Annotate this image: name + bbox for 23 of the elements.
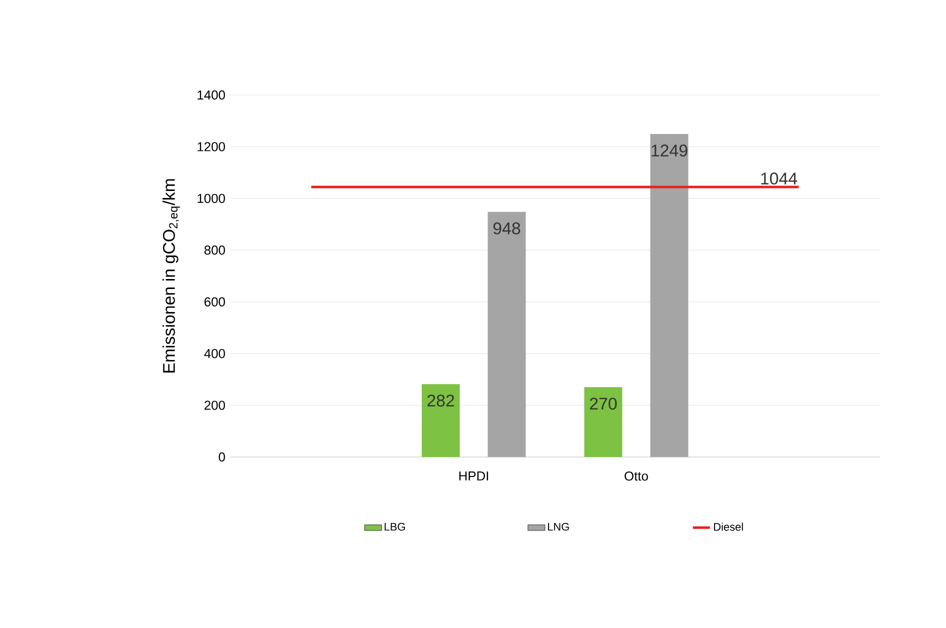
bar <box>650 134 688 457</box>
data-label: 1044 <box>761 172 798 185</box>
y-tick-label: 600 <box>204 297 225 306</box>
data-label: 270 <box>590 398 617 410</box>
y-tick-label: 0 <box>218 452 225 462</box>
data-label: 948 <box>493 222 520 234</box>
bar <box>584 387 622 457</box>
bar <box>488 212 526 457</box>
legend-label: LNG <box>548 522 569 531</box>
y-tick-label: 200 <box>204 400 225 410</box>
x-tick-label: HPDI <box>459 472 488 480</box>
y-tick-label: 400 <box>204 348 225 358</box>
y-axis-title: Emissionen in gCO$_{2,eq}$/km <box>162 179 180 373</box>
y-tick-label: 800 <box>204 246 225 255</box>
data-label: 282 <box>427 394 454 407</box>
legend-label: Diesel <box>714 522 743 531</box>
legend-label: LBG <box>384 522 405 531</box>
y-tick-label: 1200 <box>198 142 225 152</box>
data-label: 1249 <box>652 144 688 157</box>
y-tick-label: 1400 <box>198 90 225 100</box>
y-tick-label: 1000 <box>198 194 225 204</box>
x-tick-label: Otto <box>624 472 648 481</box>
bar <box>422 384 460 457</box>
